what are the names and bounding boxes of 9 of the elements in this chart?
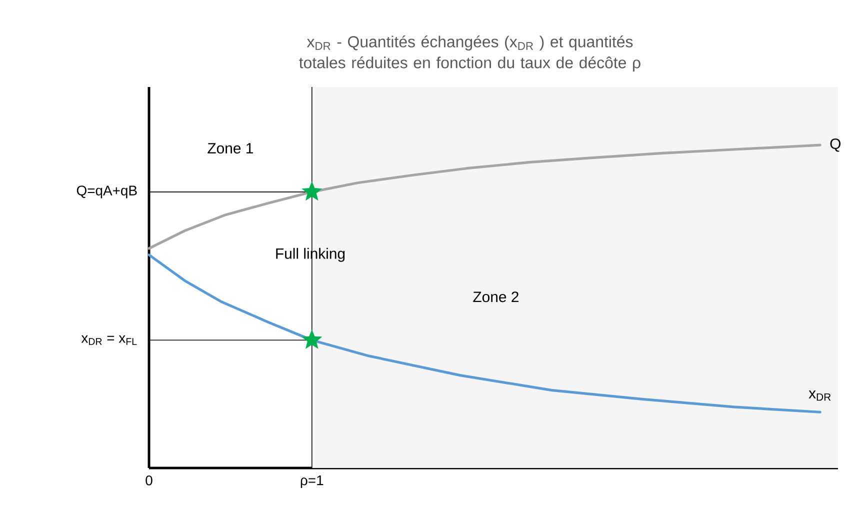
x-tick-label: ρ=1	[300, 475, 324, 488]
series-label: x$_{DR}$	[808, 390, 831, 401]
annotation: Zone 1	[208, 143, 253, 154]
annotation: Zone 2	[473, 292, 518, 302]
series-label: Q	[830, 138, 840, 152]
ref-line-label: Q=qA+qB	[76, 186, 137, 198]
x-tick-label: 0	[146, 475, 152, 486]
ref-line-label: x$_{DR}$ = x$_{FL}$	[81, 335, 137, 345]
chart-title: x$_{DR}$ - Quantités échangées (x$_{DR}$ ) et quantités totales réduites en fonction du taux de décôte ρ	[299, 36, 640, 72]
